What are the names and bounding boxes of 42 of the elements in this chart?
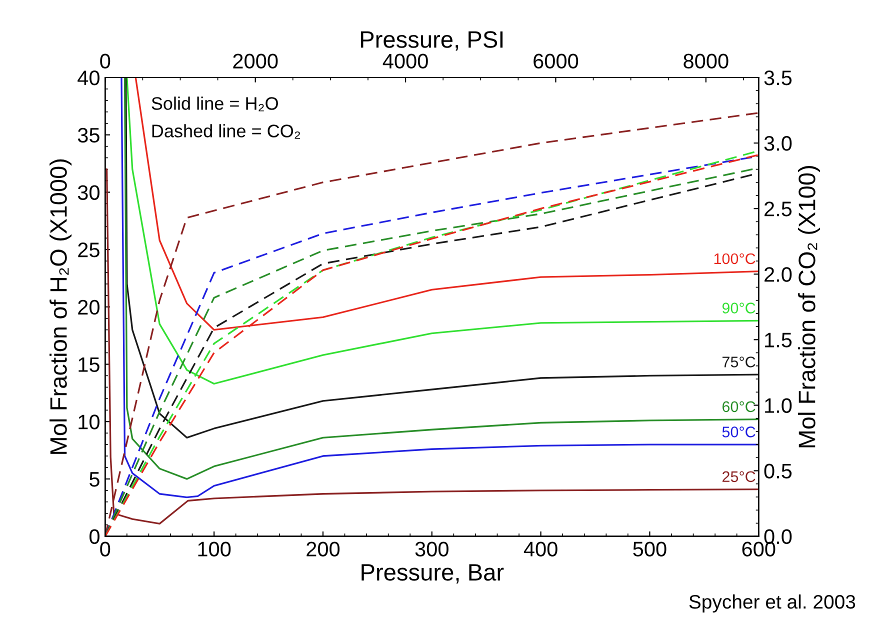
series-label: 75°C (722, 356, 756, 368)
x-tick-label: 100 (198, 542, 231, 556)
series-label: 50°C (722, 426, 756, 438)
y-tick-label: 30 (78, 185, 100, 200)
annotation: Solid line = H₂O (152, 96, 278, 112)
y-tick-label: 0 (90, 529, 100, 544)
x2-tick-label: 0 (100, 54, 110, 69)
x2-axis-title: Pressure, PSI (361, 31, 503, 51)
y2-tick-label: 3.5 (764, 70, 792, 86)
y2-tick-label: 0.0 (764, 529, 792, 544)
x2-tick-label: 8000 (684, 54, 728, 69)
y2-tick-label: 0.5 (764, 464, 792, 479)
y2-tick-label: 2.0 (764, 267, 792, 282)
annotation: Dashed line = CO₂ (152, 124, 300, 139)
y2-tick-label: 3.0 (764, 136, 792, 151)
y-tick-label: 15 (78, 357, 100, 372)
x-tick-label: 0 (100, 542, 110, 556)
y-axis-title: Mol Fraction of H₂O (X1000) (50, 159, 72, 454)
y-tick-label: 25 (78, 242, 100, 258)
series-label: 100°C (714, 253, 756, 264)
x-tick-label: 300 (415, 542, 448, 556)
x-tick-label: 500 (633, 542, 666, 556)
x2-tick-label: 6000 (534, 54, 578, 69)
y2-tick-label: 1.5 (765, 332, 792, 348)
x2-tick-label: 2000 (233, 54, 278, 69)
y-tick-label: 10 (78, 414, 100, 430)
x-axis-title: Pressure, Bar (362, 564, 504, 584)
y-tick-label: 5 (90, 472, 100, 487)
text: Spycher et al. 2003 (689, 594, 856, 613)
x2-tick-label: 4000 (382, 54, 428, 69)
y2-tick-label: 1.0 (765, 398, 792, 413)
y2-axis-title: Mol Fraction of CO₂ (X100) (798, 166, 820, 448)
y-tick-label: 20 (78, 300, 100, 315)
y2-tick-label: 2.5 (764, 202, 792, 216)
x-tick-label: 400 (524, 542, 558, 556)
y-tick-label: 35 (78, 128, 100, 143)
series-label: 25°C (722, 471, 756, 482)
series-label: 90°C (722, 302, 756, 314)
y-tick-label: 40 (78, 70, 100, 86)
series-label: 60°C (722, 401, 756, 412)
x-tick-label: 200 (306, 542, 340, 556)
x-tick-label: 600 (742, 542, 776, 556)
